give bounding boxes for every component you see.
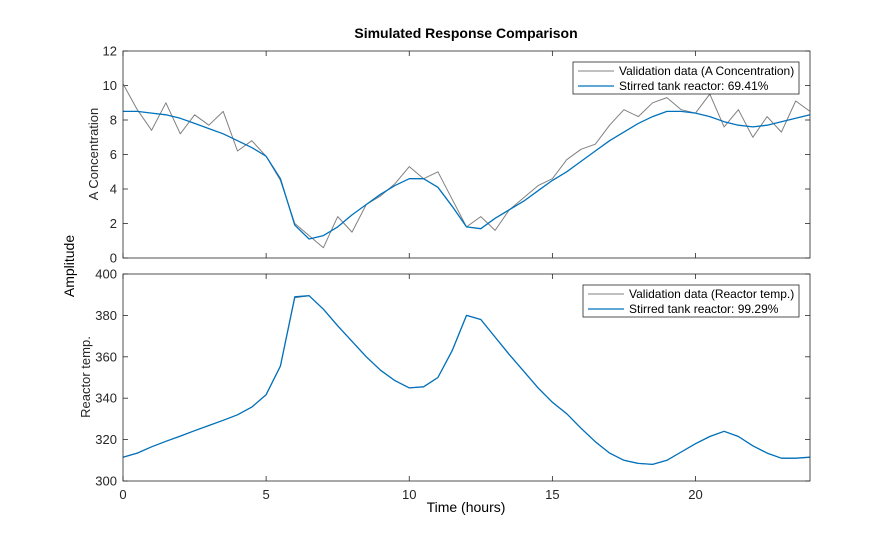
subplot-b-lines bbox=[122, 295, 811, 466]
subplot-b-axes-box bbox=[122, 273, 811, 482]
subplot-b-legend-validation-label: Validation data (Reactor temp.) bbox=[629, 287, 794, 301]
subplot-a-legend-validation-label: Validation data (A Concentration) bbox=[619, 64, 794, 78]
x-tick-label: 0 bbox=[119, 487, 126, 502]
subplot-a-lines bbox=[122, 83, 811, 249]
subplot-b-y-tick-label: 400 bbox=[95, 267, 117, 282]
subplot-b-y-tick-label: 320 bbox=[95, 432, 117, 447]
subplot-a-legend: Validation data (A Concentration) Stirre… bbox=[572, 61, 800, 95]
subplot-b-y-tick-label: 300 bbox=[95, 474, 117, 489]
subplot-a-y-label: A Concentration bbox=[86, 108, 101, 201]
subplot-a-y-tick-label: 0 bbox=[110, 251, 117, 266]
subplot-a-y-tick-label: 10 bbox=[103, 78, 117, 93]
subplot-a-axes-box bbox=[122, 50, 811, 259]
x-axis-label: Time (hours) bbox=[427, 499, 506, 515]
subplot-b-y-tick-label: 380 bbox=[95, 308, 117, 323]
subplot-a-legend-box bbox=[572, 61, 800, 95]
subplot-b-legend-model-label: Stirred tank reactor: 99.29% bbox=[629, 302, 779, 316]
subplot-a-y-tick-label: 2 bbox=[110, 216, 117, 231]
chart-title: Simulated Response Comparison bbox=[354, 25, 577, 41]
subplot-b-y-tick-label: 360 bbox=[95, 349, 117, 364]
subplot-b-legend: Validation data (Reactor temp.) Stirred … bbox=[582, 284, 800, 318]
subplot-b-ticks: 300 320 340 360 380 400 0 5 10 15 20 bbox=[95, 267, 810, 502]
subplot-a-legend-model-label: Stirred tank reactor: 69.41% bbox=[619, 79, 769, 93]
subplot-a-y-tick-label: 4 bbox=[110, 182, 117, 197]
subplot-reactor-temp: 300 320 340 360 380 400 0 5 10 15 20 Reactor temp.… bbox=[78, 267, 811, 502]
x-tick-label: 20 bbox=[688, 487, 702, 502]
x-tick-label: 15 bbox=[545, 487, 559, 502]
subplot-a-y-tick-label: 12 bbox=[103, 44, 117, 59]
shared-y-axis-label: Amplitude bbox=[61, 235, 77, 297]
subplot-a-y-tick-label: 8 bbox=[110, 113, 117, 128]
x-tick-label: 10 bbox=[402, 487, 416, 502]
subplot-b-y-tick-label: 340 bbox=[95, 391, 117, 406]
subplot-a-concentration: 0 2 4 6 8 10 12 A Concentration Validation dat… bbox=[86, 44, 811, 266]
subplot-b-legend-box bbox=[582, 284, 800, 318]
subplot-b-y-label: Reactor temp. bbox=[78, 336, 93, 418]
subplot-a-y-tick-label: 6 bbox=[110, 147, 117, 162]
subplot-b-model-line bbox=[122, 295, 811, 466]
subplot-a-model-line bbox=[123, 110, 811, 240]
x-tick-label: 5 bbox=[263, 487, 270, 502]
